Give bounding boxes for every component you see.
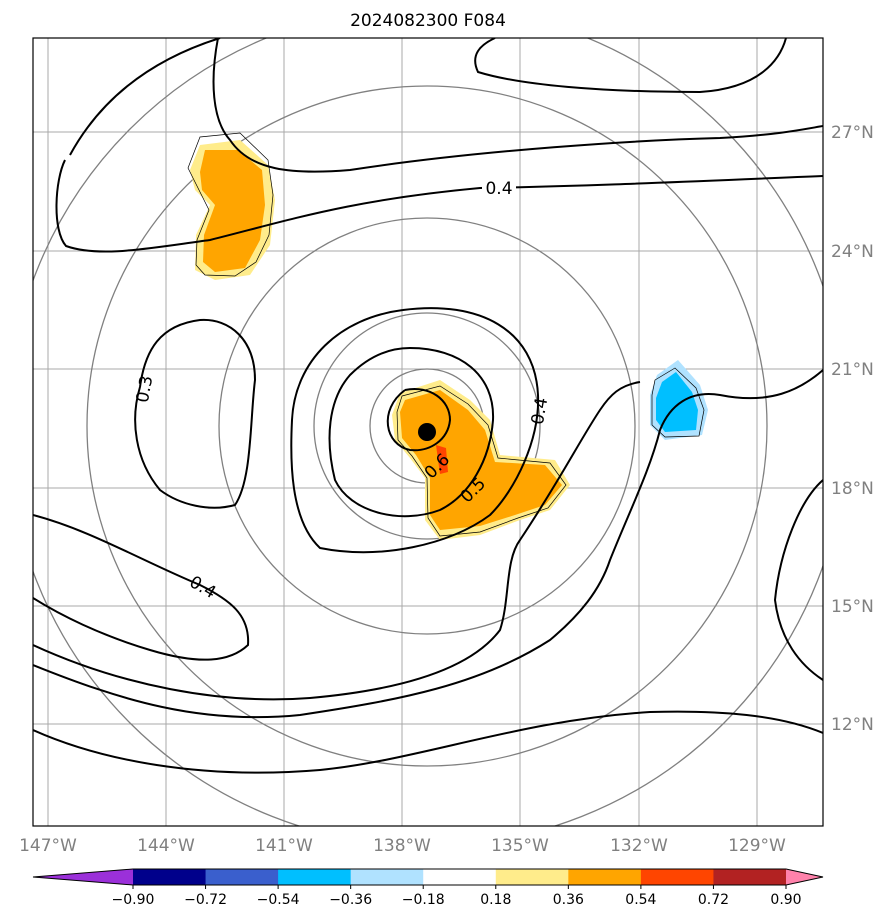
- lon-label: 132°W: [610, 836, 668, 856]
- lat-label: 21°N: [831, 360, 874, 380]
- map-frame: [32, 37, 824, 827]
- colorbar-tick-label: 0.72: [698, 892, 729, 908]
- lon-label: 147°W: [19, 836, 77, 856]
- lat-label: 18°N: [831, 479, 874, 499]
- shaded-field: [187, 132, 708, 540]
- colorbar-tick-label: −0.90: [112, 892, 155, 908]
- lat-label: 27°N: [831, 123, 874, 143]
- lon-label: 141°W: [255, 836, 313, 856]
- colorbar-segment: [713, 869, 787, 885]
- contour-label: 0.4: [528, 396, 552, 426]
- colorbar-tick-label: 0.54: [625, 892, 656, 908]
- colorbar-tick-label: −0.18: [402, 892, 445, 908]
- black-dot-icon: [418, 423, 436, 441]
- contour-label-group: 0.4 0.3 0.4 0.6 0.5 0.4: [133, 177, 552, 603]
- colorbar-segment: [568, 869, 642, 885]
- map-area: [33, 38, 823, 826]
- contour-label: 0.4: [485, 179, 512, 199]
- colorbar-segment: [350, 869, 424, 885]
- lon-labels: 147°W 144°W 141°W 138°W 135°W 132°W 129°…: [19, 836, 786, 856]
- colorbar-segment: [205, 869, 279, 885]
- map-title: 2024082300 F084: [350, 11, 506, 31]
- colorbar-tick-label: −0.72: [184, 892, 227, 908]
- contour-label: 0.3: [133, 374, 157, 404]
- lat-label: 12°N: [831, 715, 874, 735]
- colorbar-segment: [640, 869, 714, 885]
- colorbar-tick-label: 0.36: [553, 892, 584, 908]
- colorbar-extend-max: [786, 869, 823, 885]
- contour-lines: [33, 38, 823, 774]
- colorbar-extend-min: [33, 869, 133, 885]
- colorbar: −0.90 −0.72 −0.54 −0.36 −0.18 0.18 0.36 0.54 0.7…: [32, 868, 824, 908]
- lat-label: 15°N: [831, 597, 874, 617]
- colorbar-tick-label: −0.54: [257, 892, 300, 908]
- lon-label: 138°W: [373, 836, 431, 856]
- colorbar-tick-label: 0.18: [480, 892, 511, 908]
- colorbar-segment: [278, 869, 352, 885]
- colorbar-segment: [495, 869, 569, 885]
- colorbar-segment: [423, 869, 497, 885]
- colorbar-tick-label: −0.36: [329, 892, 372, 908]
- lon-label: 135°W: [491, 836, 549, 856]
- lat-label: 24°N: [831, 242, 874, 262]
- lon-label: 129°W: [728, 836, 786, 856]
- lon-label: 144°W: [137, 836, 195, 856]
- lat-labels: 27°N 24°N 21°N 18°N 15°N 12°N: [831, 123, 874, 735]
- contour-label: 0.4: [186, 572, 219, 603]
- colorbar-tick-label: 0.90: [770, 892, 801, 908]
- colorbar-segment: [133, 869, 207, 885]
